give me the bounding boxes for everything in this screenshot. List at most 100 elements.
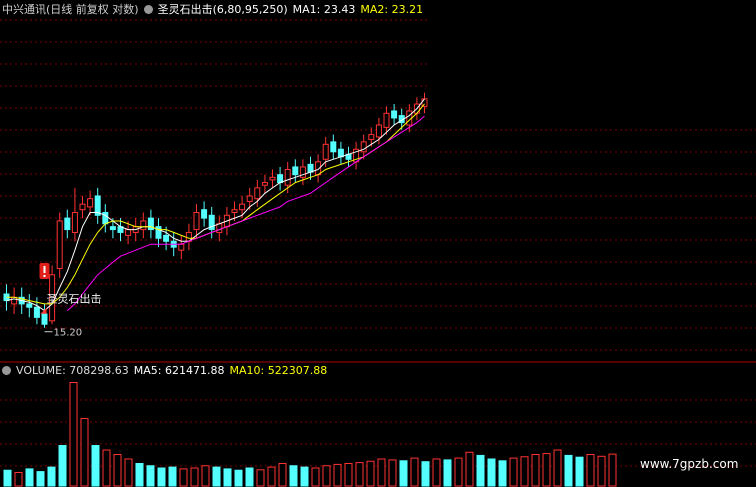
legend-name: MA10 — [229, 364, 267, 377]
candle-body — [277, 174, 284, 184]
volume-bar — [124, 458, 133, 487]
candle-body — [292, 166, 299, 176]
volume-bar — [465, 451, 474, 487]
volume-bar — [113, 454, 122, 487]
volume-bar — [157, 467, 166, 487]
legend-name: MA2 — [360, 3, 391, 16]
stock-title: 中兴通讯(日线 前复权 对数) — [2, 3, 139, 16]
candle-body — [284, 169, 291, 186]
volume-bar — [146, 465, 155, 487]
volume-bar — [91, 445, 100, 487]
candle-body — [239, 203, 246, 211]
volume-bar — [168, 466, 177, 487]
icon — [143, 5, 153, 14]
volume-bar — [223, 468, 232, 487]
signal-arrow — [40, 307, 47, 314]
candle-body — [337, 148, 344, 158]
volume-bar — [190, 467, 199, 487]
candle-body — [269, 176, 276, 181]
candle-body — [201, 209, 208, 219]
volume-bar — [80, 418, 89, 487]
candle-body — [94, 195, 101, 216]
volume-bar — [575, 456, 584, 487]
signal-icon-dot — [43, 274, 46, 278]
volume-bar — [355, 462, 364, 487]
volume-bar — [58, 445, 67, 487]
volume-bar — [267, 466, 276, 487]
candle-body — [79, 203, 86, 211]
volume-bar — [410, 457, 419, 487]
indicator-name: 圣灵石出击(6,80,95,250) — [157, 3, 288, 16]
volume-bar — [377, 458, 386, 487]
volume-bar — [245, 467, 254, 487]
volume-bar — [311, 467, 320, 487]
candle-body — [56, 220, 63, 270]
volume-bar — [289, 465, 298, 487]
volume-bar — [322, 465, 331, 487]
volume-name: VOLUME — [16, 364, 69, 377]
candle-body — [368, 134, 375, 140]
icon — [2, 366, 11, 375]
legend-name: MA1 — [293, 3, 324, 16]
price-header: 中兴通讯(日线 前复权 对数) 圣灵石出击(6,80,95,250) MA123.4… — [2, 3, 427, 17]
candle-body — [246, 195, 253, 202]
volume-bar — [201, 465, 210, 487]
volume-bar — [300, 466, 309, 487]
blank-area — [427, 0, 756, 112]
candle-body — [254, 187, 261, 200]
volume-bar — [454, 457, 463, 487]
annotation: 15.20 — [54, 328, 83, 339]
volume-bar — [531, 454, 540, 487]
volume-bar — [498, 460, 507, 487]
candle-body — [26, 303, 33, 308]
volume-bar — [476, 454, 485, 487]
candle-body — [71, 211, 78, 233]
legend-value: 23.43 — [323, 3, 356, 16]
candle-body — [261, 182, 268, 186]
volume-bar — [278, 463, 287, 487]
candle-body — [307, 163, 314, 173]
candle-body — [330, 141, 337, 153]
candle-body — [322, 143, 329, 160]
candle-body — [87, 198, 94, 208]
volume-bar — [25, 468, 34, 487]
candle-body — [163, 234, 170, 242]
ma-line — [66, 115, 425, 311]
volume-bar — [333, 463, 342, 487]
volume-bar — [102, 449, 111, 487]
candle-body — [125, 229, 132, 236]
volume-bar — [14, 472, 23, 487]
volume-bar — [443, 459, 452, 487]
legend-value: 23.21 — [391, 3, 424, 16]
candle-body — [231, 209, 238, 213]
legend-name: MA5 — [134, 364, 165, 377]
volume-bar — [3, 469, 12, 487]
candle-body — [178, 243, 185, 251]
candle-body — [41, 313, 48, 325]
annotation: 圣灵石出击 — [47, 292, 102, 306]
volume-bar — [234, 469, 243, 487]
candle-body — [208, 214, 215, 231]
volume-value: 708298.63 — [69, 364, 129, 377]
legend-value: 522307.88 — [267, 364, 328, 377]
watermark: www.7gpzb.com — [640, 457, 738, 471]
volume-bar — [542, 453, 551, 487]
volume-bar — [69, 382, 78, 487]
volume-bar — [47, 466, 56, 487]
volume-bar — [553, 449, 562, 487]
ma-line — [6, 103, 425, 305]
candle-body — [391, 110, 398, 119]
volume-bar — [487, 458, 496, 487]
volume-bar — [509, 457, 518, 487]
volume-bar — [179, 468, 188, 487]
volume-bar — [421, 461, 430, 487]
volume-header: VOLUME708298.63 MA5621471.88 MA10522307.88 — [2, 364, 602, 378]
volume-bar — [520, 456, 529, 487]
candle-body — [299, 166, 306, 178]
volume-bar — [399, 460, 408, 487]
candle-body — [383, 112, 390, 128]
volume-bar — [212, 466, 221, 487]
candle-body — [147, 217, 154, 231]
ma-line — [6, 98, 425, 312]
